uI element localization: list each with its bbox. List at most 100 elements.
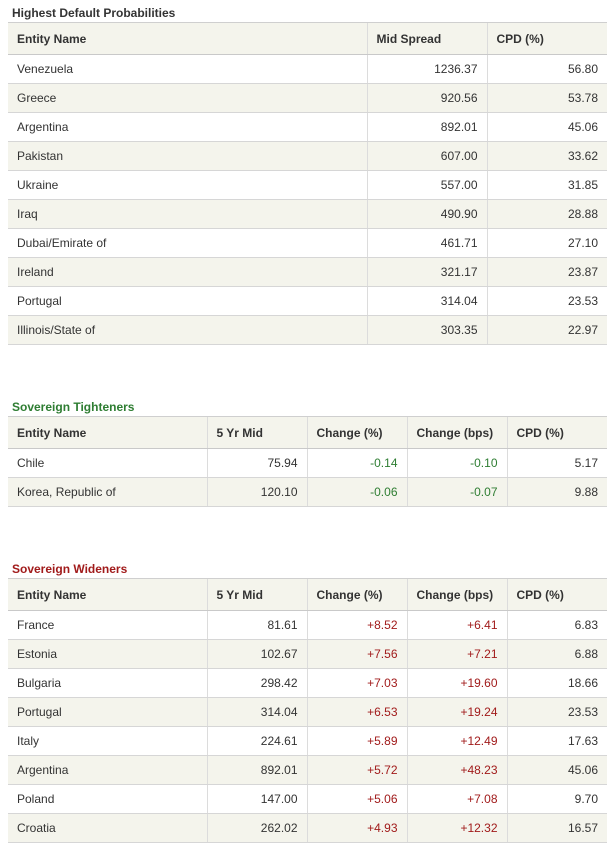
column-header[interactable]: Mid Spread xyxy=(366,23,487,55)
five-yr-mid: 298.42 xyxy=(206,668,307,698)
cpd-value: 22.97 xyxy=(486,315,607,345)
cpd-value: 45.06 xyxy=(486,112,607,142)
table-row: Poland 147.00 +5.06 +7.08 9.70 xyxy=(8,784,607,814)
table-row: Ukraine 557.00 31.85 xyxy=(8,170,607,200)
change-bps: +7.08 xyxy=(406,784,507,814)
change-bps: -0.07 xyxy=(406,477,507,507)
change-bps: +7.21 xyxy=(406,639,507,669)
sovereign-wideners-section: Sovereign Wideners Entity Name 5 Yr Mid … xyxy=(8,560,607,843)
table-row: Croatia 262.02 +4.93 +12.32 16.57 xyxy=(8,813,607,843)
table-header-row: Entity Name 5 Yr Mid Change (%) Change (… xyxy=(8,417,607,449)
table-row: France 81.61 +8.52 +6.41 6.83 xyxy=(8,610,607,640)
table-row: Portugal 314.04 23.53 xyxy=(8,286,607,316)
change-bps: +19.24 xyxy=(406,697,507,727)
table-row: Portugal 314.04 +6.53 +19.24 23.53 xyxy=(8,697,607,727)
cpd-value: 31.85 xyxy=(486,170,607,200)
cpd-value: 23.87 xyxy=(486,257,607,287)
cpd-value: 56.80 xyxy=(486,54,607,84)
change-percent: +7.56 xyxy=(306,639,407,669)
change-bps: -0.10 xyxy=(406,448,507,478)
five-yr-mid: 262.02 xyxy=(206,813,307,843)
change-bps: +12.32 xyxy=(406,813,507,843)
mid-spread: 1236.37 xyxy=(366,54,487,84)
cpd-value: 45.06 xyxy=(506,755,607,785)
cpd-value: 5.17 xyxy=(506,448,607,478)
change-percent: +5.72 xyxy=(306,755,407,785)
change-bps: +12.49 xyxy=(406,726,507,756)
sovereign-tighteners-section: Sovereign Tighteners Entity Name 5 Yr Mi… xyxy=(8,398,607,507)
default-probabilities-table: Entity Name Mid Spread CPD (%) Venezuela… xyxy=(8,23,607,345)
mid-spread: 892.01 xyxy=(366,112,487,142)
entity-name: France xyxy=(8,610,207,640)
section-title: Highest Default Probabilities xyxy=(8,4,607,23)
change-percent: +5.89 xyxy=(306,726,407,756)
change-percent: +6.53 xyxy=(306,697,407,727)
table-row: Illinois/State of 303.35 22.97 xyxy=(8,315,607,345)
table-row: Dubai/Emirate of 461.71 27.10 xyxy=(8,228,607,258)
entity-name: Portugal xyxy=(8,286,367,316)
entity-name: Illinois/State of xyxy=(8,315,367,345)
entity-name: Chile xyxy=(8,448,207,478)
change-bps: +48.23 xyxy=(406,755,507,785)
five-yr-mid: 314.04 xyxy=(206,697,307,727)
five-yr-mid: 102.67 xyxy=(206,639,307,669)
entity-name: Korea, Republic of xyxy=(8,477,207,507)
mid-spread: 461.71 xyxy=(366,228,487,258)
entity-name: Portugal xyxy=(8,697,207,727)
cpd-value: 9.88 xyxy=(506,477,607,507)
sovereign-tighteners-table: Entity Name 5 Yr Mid Change (%) Change (… xyxy=(8,417,607,507)
section-title: Sovereign Tighteners xyxy=(8,398,607,417)
entity-name: Estonia xyxy=(8,639,207,669)
column-header[interactable]: 5 Yr Mid xyxy=(206,417,307,449)
cpd-value: 23.53 xyxy=(486,286,607,316)
mid-spread: 920.56 xyxy=(366,83,487,113)
column-header[interactable]: CPD (%) xyxy=(486,23,607,55)
table-header-row: Entity Name Mid Spread CPD (%) xyxy=(8,23,607,55)
table-row: Chile 75.94 -0.14 -0.10 5.17 xyxy=(8,448,607,478)
mid-spread: 490.90 xyxy=(366,199,487,229)
entity-name: Argentina xyxy=(8,112,367,142)
column-header[interactable]: 5 Yr Mid xyxy=(206,579,307,611)
table-row: Greece 920.56 53.78 xyxy=(8,83,607,113)
table-row: Argentina 892.01 45.06 xyxy=(8,112,607,142)
entity-name: Dubai/Emirate of xyxy=(8,228,367,258)
table-row: Bulgaria 298.42 +7.03 +19.60 18.66 xyxy=(8,668,607,698)
column-header[interactable]: Entity Name xyxy=(8,579,207,611)
column-header[interactable]: Entity Name xyxy=(8,417,207,449)
column-header[interactable]: Entity Name xyxy=(8,23,367,55)
change-percent: -0.06 xyxy=(306,477,407,507)
table-row: Ireland 321.17 23.87 xyxy=(8,257,607,287)
table-row: Korea, Republic of 120.10 -0.06 -0.07 9.… xyxy=(8,477,607,507)
five-yr-mid: 147.00 xyxy=(206,784,307,814)
column-header[interactable]: Change (bps) xyxy=(406,579,507,611)
table-header-row: Entity Name 5 Yr Mid Change (%) Change (… xyxy=(8,579,607,611)
column-header[interactable]: CPD (%) xyxy=(506,417,607,449)
cpd-value: 33.62 xyxy=(486,141,607,171)
column-header[interactable]: Change (bps) xyxy=(406,417,507,449)
cpd-value: 6.88 xyxy=(506,639,607,669)
table-row: Argentina 892.01 +5.72 +48.23 45.06 xyxy=(8,755,607,785)
column-header[interactable]: Change (%) xyxy=(306,417,407,449)
cpd-value: 6.83 xyxy=(506,610,607,640)
five-yr-mid: 224.61 xyxy=(206,726,307,756)
mid-spread: 314.04 xyxy=(366,286,487,316)
entity-name: Greece xyxy=(8,83,367,113)
entity-name: Croatia xyxy=(8,813,207,843)
column-header[interactable]: Change (%) xyxy=(306,579,407,611)
entity-name: Ireland xyxy=(8,257,367,287)
table-row: Italy 224.61 +5.89 +12.49 17.63 xyxy=(8,726,607,756)
entity-name: Pakistan xyxy=(8,141,367,171)
change-percent: +4.93 xyxy=(306,813,407,843)
change-percent: +8.52 xyxy=(306,610,407,640)
column-header[interactable]: CPD (%) xyxy=(506,579,607,611)
table-row: Pakistan 607.00 33.62 xyxy=(8,141,607,171)
mid-spread: 303.35 xyxy=(366,315,487,345)
cpd-value: 17.63 xyxy=(506,726,607,756)
cpd-value: 53.78 xyxy=(486,83,607,113)
table-row: Venezuela 1236.37 56.80 xyxy=(8,54,607,84)
entity-name: Bulgaria xyxy=(8,668,207,698)
change-percent: -0.14 xyxy=(306,448,407,478)
default-probabilities-section: Highest Default Probabilities Entity Nam… xyxy=(8,4,607,345)
five-yr-mid: 892.01 xyxy=(206,755,307,785)
entity-name: Poland xyxy=(8,784,207,814)
